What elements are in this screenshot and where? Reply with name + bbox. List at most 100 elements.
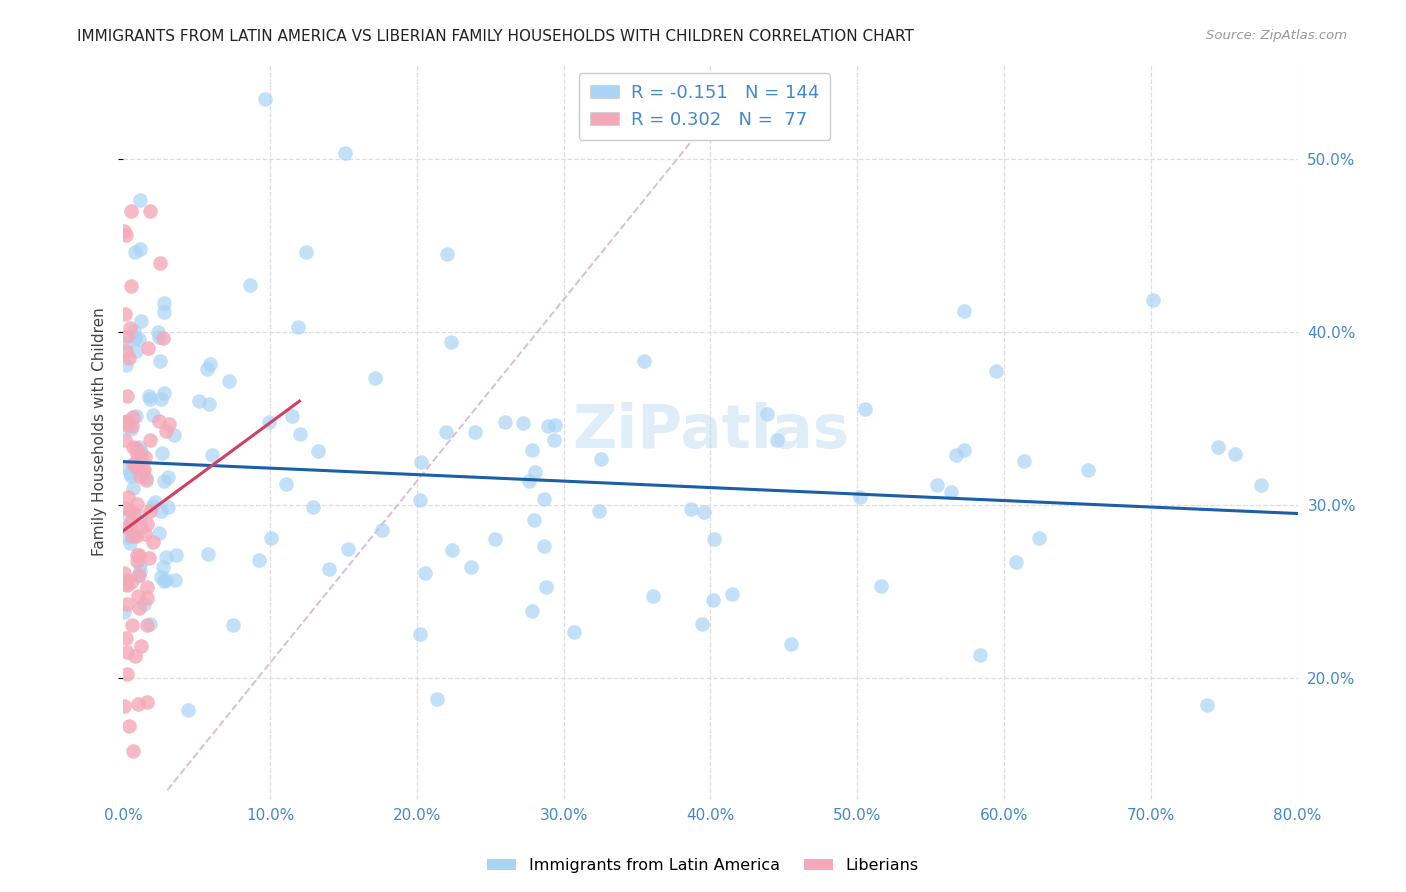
Point [115,336,138,351]
Point [681,501,703,516]
Point [120,422,142,436]
Point [127,589,149,603]
Point [1195,698,1218,712]
Point [364,371,387,385]
Point [114,433,136,447]
Point [115,631,138,645]
Point [117,509,139,524]
Point [121,482,143,496]
Point [188,394,211,409]
Point [127,569,149,583]
Point [247,552,270,566]
Point [523,466,546,480]
Point [157,500,180,515]
Point [122,325,145,339]
Point [148,330,170,344]
Point [136,618,159,632]
Point [703,533,725,547]
Point [177,703,200,717]
Point [132,462,155,476]
Point [138,204,160,219]
Point [120,515,142,529]
Point [152,574,174,589]
Point [149,256,172,270]
Point [120,503,142,517]
Point [336,542,359,557]
Point [155,573,177,587]
Point [153,474,176,488]
Point [222,618,245,632]
Point [120,278,142,293]
Point [853,402,876,417]
Point [117,520,139,534]
Point [114,307,136,321]
Point [120,204,142,219]
Point [136,696,159,710]
Point [129,509,152,524]
Point [125,447,148,461]
Point [155,549,177,564]
Legend: Immigrants from Latin America, Liberians: Immigrants from Latin America, Liberians [481,852,925,880]
Point [139,392,162,407]
Point [150,392,173,407]
Point [115,597,138,611]
Point [115,389,138,403]
Point [690,617,713,632]
Point [464,425,486,439]
Point [721,587,744,601]
Point [533,539,555,553]
Point [121,529,143,543]
Text: IMMIGRANTS FROM LATIN AMERICA VS LIBERIAN FAMILY HOUSEHOLDS WITH CHILDREN CORREL: IMMIGRANTS FROM LATIN AMERICA VS LIBERIA… [77,29,914,44]
Point [128,440,150,454]
Point [150,504,173,518]
Point [301,500,323,514]
Point [148,525,170,540]
Point [136,591,159,605]
Point [115,644,138,658]
Point [409,493,432,508]
Point [1142,293,1164,307]
Point [780,638,803,652]
Point [127,554,149,568]
Point [134,597,156,611]
Point [939,484,962,499]
Point [434,425,457,439]
Point [952,442,974,457]
Point [138,389,160,403]
Point [114,358,136,372]
Point [129,520,152,534]
Point [440,542,463,557]
Point [142,535,165,549]
Point [112,224,135,238]
Point [254,92,277,106]
Point [124,245,146,260]
Point [125,441,148,455]
Point [112,605,135,619]
Point [1206,440,1229,454]
Point [870,579,893,593]
Point [115,577,138,591]
Point [121,410,143,425]
Point [152,386,174,401]
Point [118,351,141,365]
Point [128,548,150,562]
Point [426,692,449,706]
Point [155,425,177,439]
Point [115,573,138,587]
Point [512,416,534,430]
Point [318,561,340,575]
Point [849,491,872,505]
Point [148,414,170,428]
Point [117,491,139,505]
Point [125,548,148,562]
Text: ZiPatlas: ZiPatlas [572,402,849,461]
Point [143,495,166,509]
Point [409,455,432,469]
Point [152,331,174,345]
Point [533,492,555,507]
Point [125,497,148,511]
Point [333,145,356,160]
Point [121,524,143,538]
Point [115,667,138,681]
Point [134,450,156,464]
